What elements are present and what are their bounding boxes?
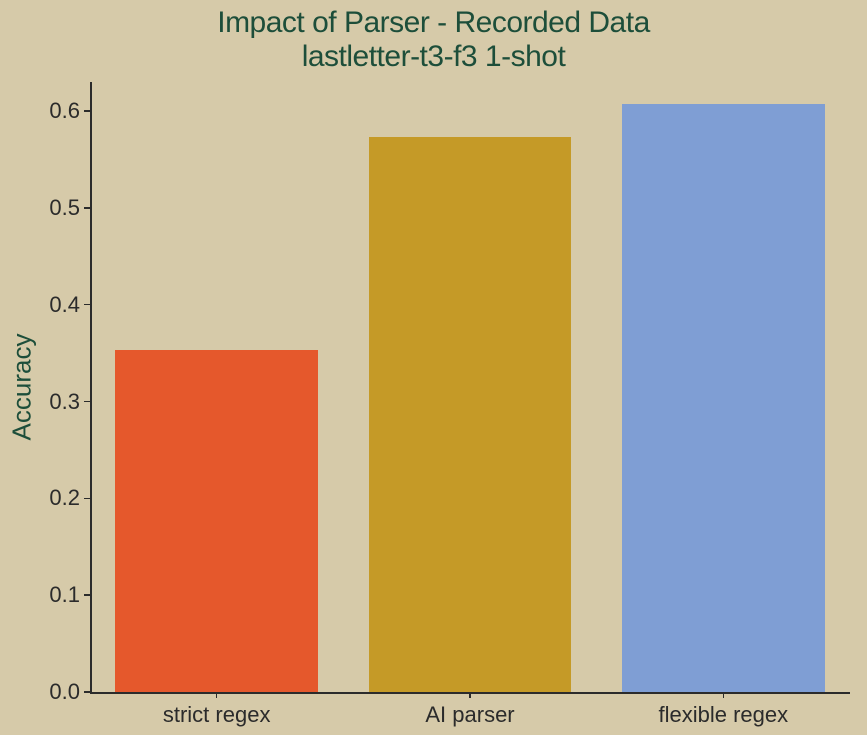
y-tick-mark bbox=[84, 691, 90, 693]
y-tick-label: 0.2 bbox=[49, 485, 80, 511]
y-axis-label: Accuracy bbox=[7, 334, 38, 441]
x-tick-mark bbox=[216, 692, 218, 698]
y-tick-label: 0.6 bbox=[49, 98, 80, 124]
y-tick-mark bbox=[84, 401, 90, 403]
y-tick-label: 0.5 bbox=[49, 195, 80, 221]
y-tick-label: 0.3 bbox=[49, 389, 80, 415]
x-tick-mark bbox=[469, 692, 471, 698]
chart-title-line1: Impact of Parser - Recorded Data bbox=[0, 6, 867, 40]
x-category-label: AI parser bbox=[425, 702, 514, 728]
chart-canvas: Impact of Parser - Recorded Data lastlet… bbox=[0, 0, 867, 735]
chart-title-line2: lastletter-t3-f3 1-shot bbox=[0, 40, 867, 74]
bar bbox=[115, 350, 318, 692]
y-tick-mark bbox=[84, 594, 90, 596]
y-tick-mark bbox=[84, 304, 90, 306]
y-tick-label: 0.0 bbox=[49, 679, 80, 705]
bar bbox=[622, 104, 825, 692]
x-category-label: strict regex bbox=[163, 702, 271, 728]
plot-area bbox=[90, 82, 850, 692]
x-category-label: flexible regex bbox=[659, 702, 789, 728]
y-tick-mark bbox=[84, 207, 90, 209]
y-tick-label: 0.4 bbox=[49, 292, 80, 318]
y-tick-mark bbox=[84, 110, 90, 112]
y-tick-label: 0.1 bbox=[49, 582, 80, 608]
bar bbox=[369, 137, 572, 692]
y-axis-line bbox=[90, 82, 92, 692]
y-tick-mark bbox=[84, 498, 90, 500]
x-tick-mark bbox=[723, 692, 725, 698]
